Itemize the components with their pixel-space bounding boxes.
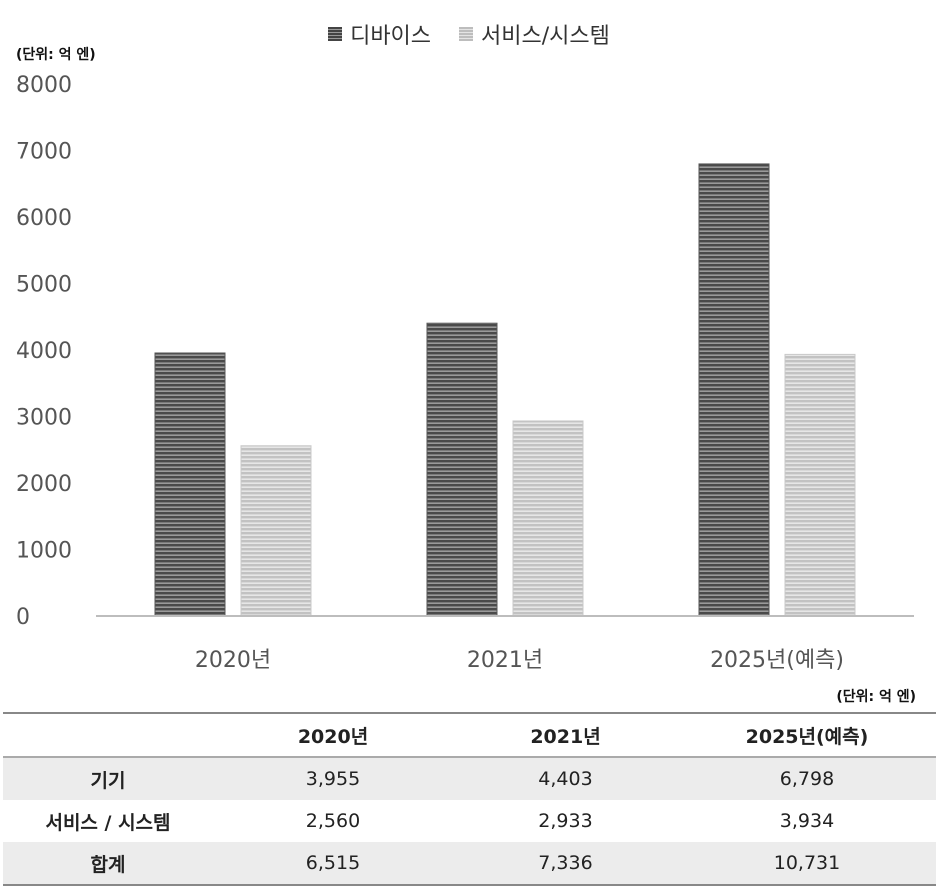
table-cell: 6,515: [213, 842, 453, 885]
y-tick-label: 1000: [16, 539, 72, 564]
y-tick-label: 7000: [16, 140, 72, 165]
table-header-cell: [3, 713, 213, 758]
bar-service: [784, 353, 856, 617]
table-header-cell: 2025년(예측): [678, 713, 936, 758]
table-cell: 3,955: [213, 757, 453, 800]
bar-device: [426, 322, 498, 617]
y-tick-label: 6000: [16, 206, 72, 231]
x-axis-labels: 2020년 2021년 2025년(예측): [195, 648, 844, 673]
y-tick-label: 3000: [16, 406, 72, 431]
x-category-label: 2020년: [195, 648, 271, 673]
data-table: 2020년 2021년 2025년(예측) 기기 3,955 4,403 6,7…: [3, 712, 936, 886]
y-axis-ticks: 0 1000 2000 3000 4000 5000 6000 7000 8000: [16, 73, 72, 630]
table-cell: 4,403: [453, 757, 678, 800]
table-header-cell: 2021년: [453, 713, 678, 758]
table-cell: 6,798: [678, 757, 936, 800]
table-cell: 2,560: [305, 810, 361, 832]
legend-swatch-device: [328, 27, 343, 41]
legend-item-service: 서비스/시스템: [459, 18, 610, 50]
bar-service: [240, 445, 312, 617]
table-row-header: 서비스 / 시스템: [45, 811, 171, 834]
table-cell: 10,731: [678, 842, 936, 885]
y-tick-label: 5000: [16, 273, 72, 298]
table-row: 합계 6,515 7,336 10,731: [3, 842, 936, 885]
bar-service: [512, 420, 584, 617]
x-category-label: 2025년(예측): [710, 648, 844, 673]
y-tick-label: 4000: [16, 339, 72, 364]
table-cell: 2,933: [538, 810, 593, 832]
chart-bars: [154, 163, 856, 617]
legend-label-service: 서비스/시스템: [481, 24, 610, 49]
table-header-row: 2020년 2021년 2025년(예측): [3, 713, 936, 758]
table-row: 서비스 / 시스템 2,560 2,933 3,934: [3, 800, 936, 842]
table-unit-label: (단위: 억 엔): [836, 689, 916, 705]
table-header-cell: 2020년: [213, 713, 453, 758]
chart-unit-label: (단위: 억 엔): [16, 47, 96, 63]
bar-device: [154, 352, 226, 617]
legend-label-device: 디바이스: [350, 24, 432, 49]
legend-swatch-service: [459, 27, 474, 41]
y-tick-label: 0: [16, 605, 30, 630]
legend-item-device: 디바이스: [328, 18, 431, 50]
y-tick-label: 2000: [16, 472, 72, 497]
table-row: 기기 3,955 4,403 6,798: [3, 757, 936, 800]
bar-device: [698, 163, 770, 617]
table-row-header: 기기: [3, 757, 213, 800]
chart-legend: 디바이스 서비스/시스템: [0, 18, 938, 50]
table-cell: 7,336: [453, 842, 678, 885]
y-tick-label: 8000: [16, 73, 72, 98]
table-row-header: 합계: [3, 842, 213, 885]
table-cell: 3,934: [779, 810, 835, 832]
x-category-label: 2021년: [467, 648, 543, 673]
